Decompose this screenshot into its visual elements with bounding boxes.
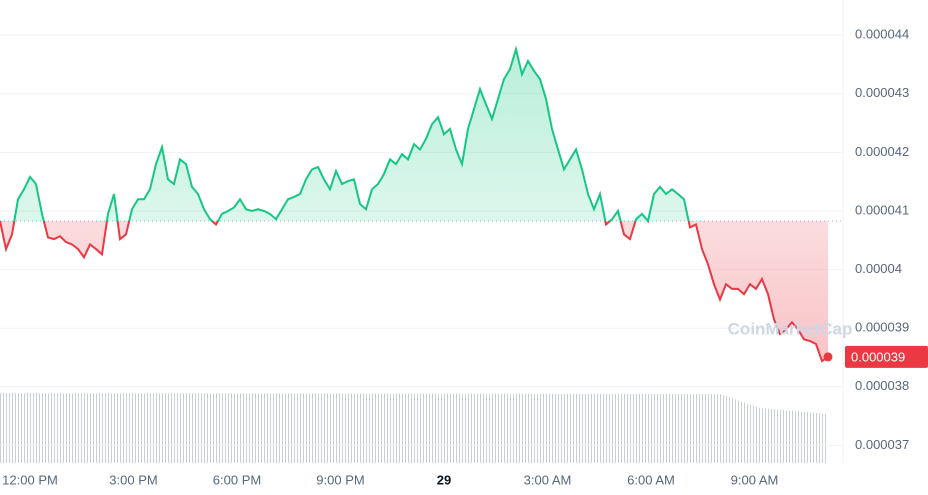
y-tick-label: 0.000042 [855,144,909,159]
x-tick-label: 9:00 AM [731,472,779,487]
x-tick-label: 29 [437,472,451,487]
x-tick-label: 3:00 PM [109,472,157,487]
y-tick-label: 0.000037 [855,437,909,452]
y-tick-label: 0.000043 [855,85,909,100]
y-tick-label: 0.000038 [855,378,909,393]
x-tick-label: 6:00 AM [627,472,675,487]
x-tick-label: 12:00 PM [2,472,58,487]
current-price-box [845,345,928,368]
watermark: CoinMarketCap [728,319,853,338]
x-tick-label: 9:00 PM [316,472,364,487]
area-up [14,49,689,221]
area-down [0,220,828,362]
volume-bars [0,393,828,463]
price-line-down [0,220,829,363]
current-dot [823,352,833,362]
y-tick-label: 0.000044 [855,27,909,42]
x-tick-label: 6:00 PM [213,472,261,487]
y-tick-label: 0.000041 [855,202,909,217]
y-tick-label: 0.000039 [855,320,909,335]
x-tick-label: 3:00 AM [524,472,572,487]
price-line-up [0,45,690,221]
y-tick-label: 0.00004 [855,261,902,276]
current-price-label: 0.000039 [851,349,905,364]
